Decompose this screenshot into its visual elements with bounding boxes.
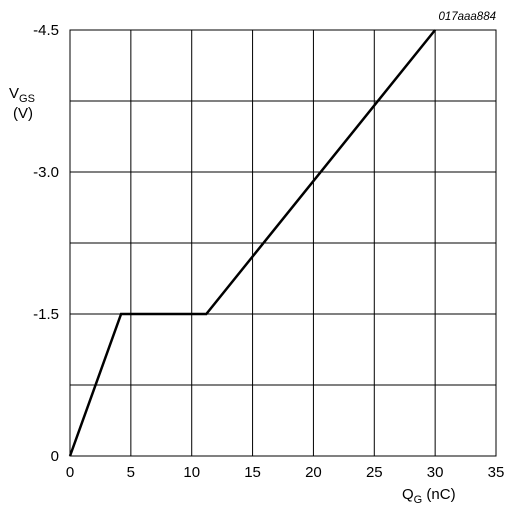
y-axis-unit: (V) [13, 105, 33, 122]
y-tick-label: -1.5 [33, 306, 59, 323]
x-tick-label: 20 [305, 464, 322, 481]
grid [70, 30, 496, 456]
x-tick-label: 25 [366, 464, 383, 481]
x-tick-label: 5 [127, 464, 135, 481]
x-axis-label: QG (nC) [402, 486, 456, 506]
x-tick-label: 35 [488, 464, 505, 481]
y-tick-label: -4.5 [33, 22, 59, 39]
y-tick-label: -3.0 [33, 164, 59, 181]
y-axis-label: VGS [9, 85, 35, 105]
plot-frame [69, 29, 497, 457]
y-tick-label: 0 [51, 448, 59, 465]
reference-code: 017aaa884 [438, 11, 496, 23]
y-tick-labels: 0 -1.5 -3.0 -4.5 [33, 22, 59, 465]
x-tick-label: 0 [66, 464, 74, 481]
x-tick-label: 10 [183, 464, 200, 481]
x-tick-labels: 0 5 10 15 20 25 30 35 [66, 464, 505, 481]
vgs-vs-qg-curve [68, 29, 437, 457]
x-tick-label: 30 [427, 464, 444, 481]
x-tick-label: 15 [244, 464, 261, 481]
